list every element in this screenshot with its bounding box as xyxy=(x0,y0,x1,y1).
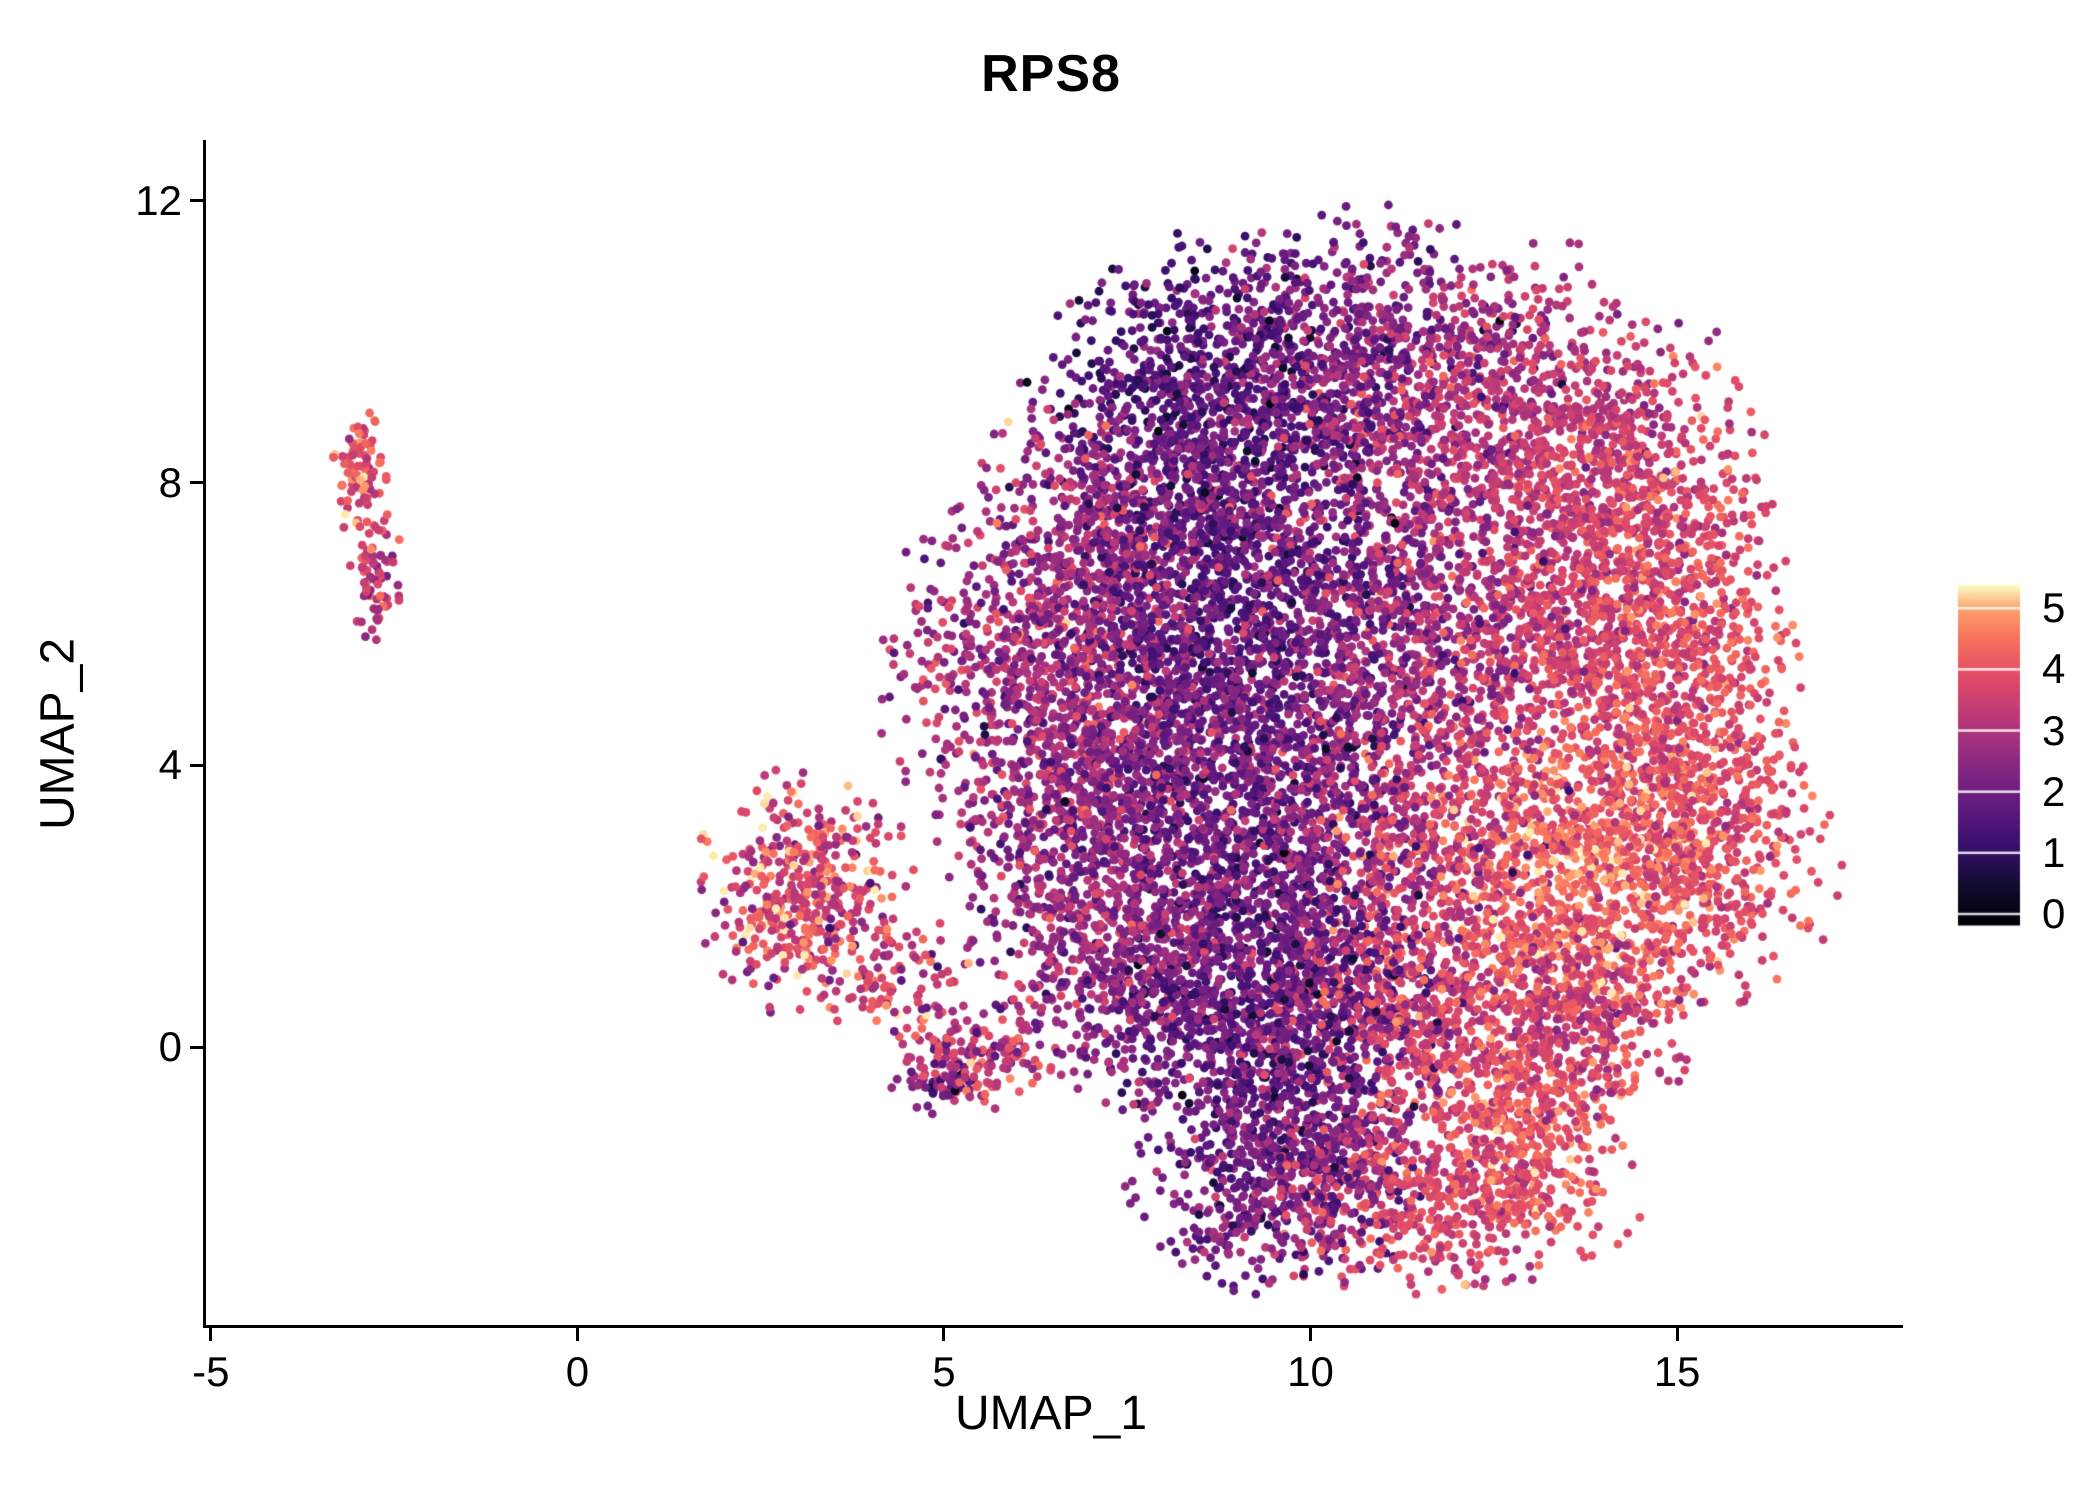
legend-tick-label: 0 xyxy=(2042,889,2066,937)
x-tick-label: 5 xyxy=(932,1348,956,1395)
x-axis-title: UMAP_1 xyxy=(954,1387,1148,1440)
x-tick-mark xyxy=(1309,1328,1313,1341)
y-tick-mark xyxy=(190,763,203,767)
legend-tick-label: 2 xyxy=(2042,767,2066,815)
x-tick-mark xyxy=(942,1328,946,1341)
y-tick-label: 0 xyxy=(158,1023,182,1071)
x-tick-mark xyxy=(209,1328,213,1341)
legend-tick-label: 4 xyxy=(2042,645,2066,693)
x-tick-label: 15 xyxy=(1653,1348,1701,1395)
x-axis-line xyxy=(203,1325,1903,1328)
y-tick-label: 4 xyxy=(158,741,182,789)
x-tick-label: 10 xyxy=(1287,1348,1334,1395)
legend-tick-label: 5 xyxy=(2042,584,2066,632)
y-tick-mark xyxy=(190,199,203,203)
y-tick-mark xyxy=(190,481,203,485)
y-tick-mark xyxy=(190,1045,203,1049)
plot-title: RPS8 xyxy=(981,45,1121,103)
x-tick-label: 0 xyxy=(565,1348,590,1395)
y-axis-title: UMAP_2 xyxy=(31,637,85,831)
x-tick-mark xyxy=(575,1328,579,1341)
x-tick-mark xyxy=(1675,1328,1679,1341)
y-tick-label: 12 xyxy=(135,176,182,224)
y-axis-line xyxy=(203,140,206,1328)
legend-tick-label: 1 xyxy=(2042,828,2066,876)
y-tick-label: 8 xyxy=(158,458,182,506)
x-tick-label: -5 xyxy=(192,1348,230,1395)
legend-tick-label: 3 xyxy=(2042,706,2066,754)
